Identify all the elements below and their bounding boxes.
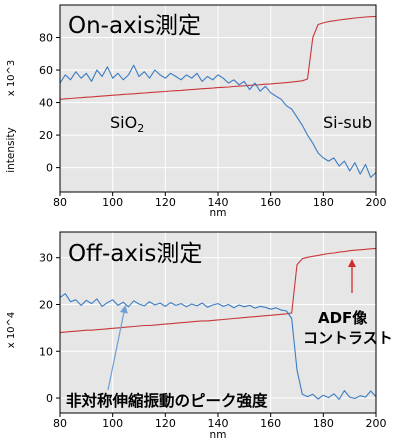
off-axis-y-multiplier: x 10^4 [6,312,17,349]
on-axis-x-tick-label: 160 [260,196,281,209]
on-axis-y-tick-label: 40 [39,97,53,110]
off-axis-plot-marks: 80 100 120 140 160 180 200 0 10 20 30 [39,231,387,430]
on-axis-plot-marks: 80 100 120 140 160 180 200 0 20 40 60 80 [39,4,387,209]
on-axis-y-tick-label: 20 [39,129,53,142]
on-axis-red-series-line [60,15,376,100]
peak-arrow-shaft [107,311,125,391]
off-axis-x-tick-label: 100 [102,417,123,430]
sio2-annotation-subscript: 2 [137,122,144,135]
off-axis-y-tick-label: 10 [39,345,53,358]
off-axis-x-axis-label: nm [210,429,227,441]
adf-annotation-line2: コントラスト [303,329,393,347]
off-axis-red-series-line [60,247,376,334]
off-axis-blue-series-line [60,293,376,400]
off-axis-y-tick-label: 20 [39,298,53,311]
peak-intensity-annotation: 非対称伸縮振動のピーク強度 [66,391,268,410]
adf-annotation-line1: ADF像 [318,309,368,327]
sio2-annotation-text: SiO [110,113,137,132]
adf-arrow-head [348,259,356,267]
on-axis-title: On-axis測定 [68,13,201,39]
on-axis-x-tick-label: 100 [102,196,123,209]
peak-arrow-head [120,305,128,314]
off-axis-title: Off-axis測定 [68,241,202,267]
on-axis-x-tick-label: 140 [208,196,229,209]
on-axis-x-tick-label: 200 [366,196,387,209]
off-axis-x-tick-label: 200 [366,417,387,430]
on-axis-y-tick-label: 80 [39,32,53,45]
on-axis-x-tick-label: 180 [313,196,334,209]
on-axis-y-multiplier: x 10^3 [6,60,17,97]
off-axis-y-tick-label: 0 [46,392,53,405]
on-axis-blue-series-line [60,64,376,178]
on-axis-plot-frame [59,4,377,193]
off-axis-plot-frame [59,231,377,414]
si-sub-annotation: Si-sub [323,113,372,132]
on-axis-y-axis-label: intensity [5,127,17,173]
off-axis-x-tick-label: 140 [208,417,229,430]
off-axis-chart: 80 100 120 140 160 180 200 0 10 20 30 Off-axis測定 n… [6,231,393,441]
on-axis-x-axis-label: nm [210,207,227,219]
off-axis-x-tick-label: 180 [313,417,334,430]
on-axis-x-tick-label: 120 [155,196,176,209]
off-axis-y-tick-label: 30 [39,252,53,265]
on-axis-y-tick-label: 0 [46,162,53,175]
off-axis-x-tick-label: 120 [155,417,176,430]
off-axis-x-tick-label: 80 [53,417,67,430]
on-axis-x-tick-label: 80 [53,196,67,209]
on-axis-y-tick-label: 60 [39,64,53,77]
off-axis-x-tick-label: 160 [260,417,281,430]
sio2-annotation: SiO2 [110,113,144,135]
